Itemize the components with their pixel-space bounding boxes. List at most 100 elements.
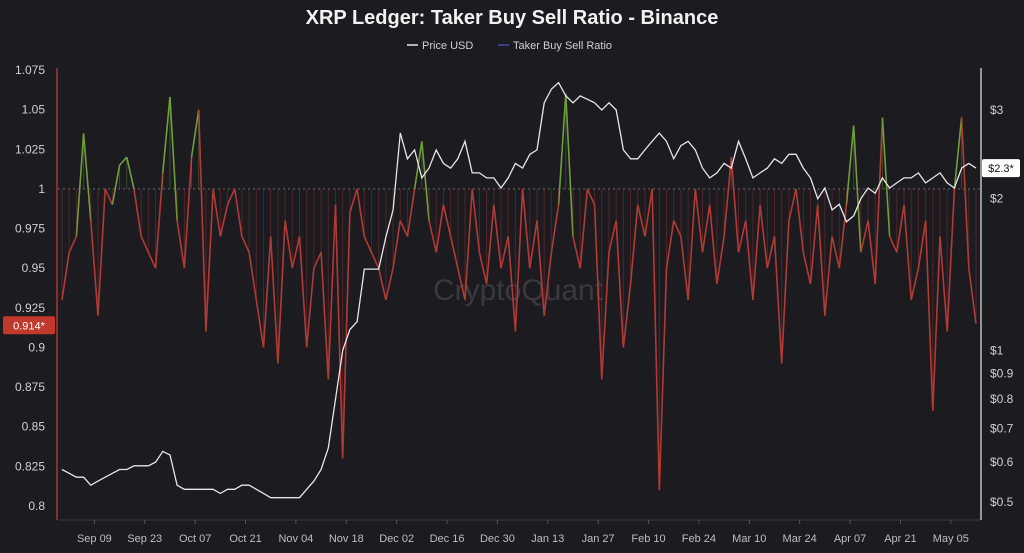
ratio-segment (406, 188, 416, 237)
x-tick-label: Sep 09 (77, 533, 112, 545)
ratio-segment (550, 204, 560, 253)
ratio-segment (860, 220, 869, 253)
x-tick-label: Dec 30 (480, 533, 515, 545)
ratio-segment (493, 204, 502, 269)
ratio-segment (205, 188, 214, 332)
ratio-segment (341, 212, 351, 459)
ratio-segment (737, 220, 747, 253)
ratio-segment (572, 236, 581, 269)
ratio-segment (226, 188, 236, 206)
price-line (61, 81, 977, 499)
ratio-segment (212, 188, 222, 237)
right-tick-label: $0.9 (990, 366, 1014, 380)
ratio-segment (673, 220, 682, 237)
ratio-segment (665, 220, 675, 269)
ratio-segment (269, 236, 279, 364)
ratio-segment (939, 236, 949, 332)
ratio-segment (363, 236, 373, 253)
ratio-segment (716, 236, 725, 285)
ratio-segment (521, 188, 531, 269)
ratio-segment (766, 236, 776, 269)
ratio-segment (838, 204, 848, 269)
ratio-segment (708, 204, 718, 285)
ratio-segment (896, 204, 905, 253)
ratio-segment (744, 220, 754, 300)
ratio-segment (701, 204, 711, 253)
x-tick-label: Apr 21 (884, 533, 916, 545)
ratio-segment (75, 133, 85, 237)
x-tick-label: Sep 23 (127, 533, 162, 545)
ratio-segment (968, 268, 977, 324)
ratio-segment (579, 188, 589, 269)
ratio-segment (68, 236, 78, 253)
ratio-segment (874, 117, 884, 285)
ratio-segment (932, 236, 941, 411)
ratio-segment (600, 252, 610, 380)
left-tick-label: 0.9 (28, 340, 45, 354)
legend-item-price[interactable]: Price USD (422, 40, 473, 52)
ratio-segment (89, 220, 99, 316)
ratio-segment (824, 236, 833, 316)
ratio-segment (564, 93, 574, 237)
ratio-segment (816, 204, 826, 316)
right-axis: $0.5 $0.6 $0.7 $0.8 $0.9 $1 $2 $3 (980, 68, 1014, 520)
ratio-segment (514, 188, 524, 332)
legend-item-ratio[interactable]: Taker Buy Sell Ratio (513, 40, 612, 52)
ratio-segment (471, 188, 481, 253)
ratio-segment (500, 236, 509, 269)
ratio-segment (183, 157, 193, 269)
ratio-segment (644, 188, 653, 237)
ratio-segment (154, 172, 164, 269)
x-tick-label: Jan 13 (531, 533, 564, 545)
ratio-segment (615, 220, 625, 348)
x-tick-label: Mar 24 (783, 533, 817, 545)
ratio-segment (759, 204, 769, 269)
left-axis: 0.8 0.825 0.85 0.875 0.9 0.925 0.95 0.975 1 1.025… (15, 63, 58, 520)
right-tick-label: $0.8 (990, 392, 1014, 406)
ratio-segment (370, 251, 380, 269)
ratio-segment (723, 157, 733, 237)
left-tick-label: 0.8 (28, 499, 45, 513)
ratio-segment (349, 188, 358, 213)
ratio-segment (327, 204, 337, 380)
ratio-segment (593, 204, 603, 380)
ratio-segment (233, 188, 243, 237)
ratio-segment (305, 268, 315, 348)
ratio-segment (169, 96, 178, 221)
ratio-segment (687, 188, 697, 300)
ratio-segment (197, 109, 207, 332)
ratio-segment (320, 252, 330, 380)
ratio-segment (262, 236, 272, 348)
ratio-segment (161, 96, 171, 174)
ratio-segment (298, 236, 308, 348)
legend: Price USD Taker Buy Sell Ratio (407, 40, 612, 52)
ratio-segment (888, 236, 898, 253)
ratio-segment (442, 204, 452, 237)
ratio-segment (399, 220, 409, 237)
right-tick-label: $3 (990, 103, 1004, 117)
ratio-segment (82, 133, 92, 221)
ratio-segment (788, 188, 797, 221)
ratio-segment (557, 93, 567, 205)
ratio-segment (536, 220, 545, 316)
ratio-segment (125, 157, 135, 190)
x-tick-label: Apr 07 (834, 533, 866, 545)
ratio-segment (802, 252, 812, 285)
x-tick-label: Oct 21 (229, 533, 261, 545)
current-ratio-badge: 0.914* (3, 316, 55, 335)
ratio-segment (111, 164, 121, 205)
x-tick-label: Mar 10 (732, 533, 766, 545)
ratio-segment (903, 204, 913, 300)
ratio-segment (543, 252, 553, 316)
ratio-segment (176, 220, 186, 269)
ratio-segment (845, 125, 855, 205)
ratio-segment (61, 252, 70, 301)
left-tick-label: 0.825 (15, 459, 45, 473)
ratio-segment (428, 220, 438, 253)
left-tick-label: 1.075 (15, 63, 45, 77)
ratio-segment (385, 268, 394, 301)
ratio-segment (133, 188, 142, 237)
ratio-segment (356, 188, 366, 237)
ratio-segment (377, 268, 387, 301)
